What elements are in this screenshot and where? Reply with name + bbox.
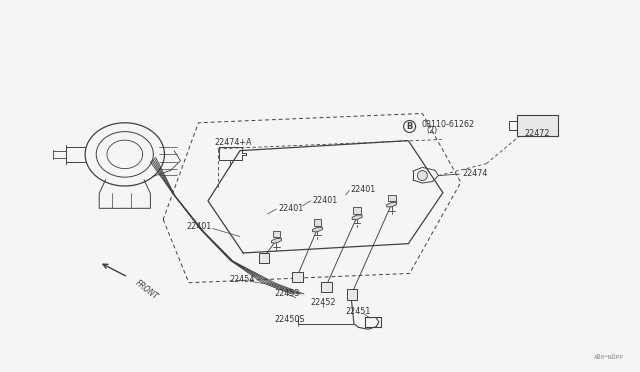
Circle shape	[417, 171, 428, 180]
Text: 22452: 22452	[310, 298, 336, 307]
Text: 22451: 22451	[346, 307, 371, 316]
Text: 22453: 22453	[274, 289, 300, 298]
Text: 08110-61262: 08110-61262	[421, 120, 474, 129]
Text: 22401: 22401	[278, 204, 303, 213]
Bar	[353, 207, 361, 214]
Text: 22472: 22472	[525, 129, 550, 138]
Bar	[388, 195, 396, 201]
Bar	[314, 219, 321, 226]
Text: B: B	[406, 122, 413, 131]
Text: 22474+A: 22474+A	[215, 138, 252, 147]
Text: (2): (2)	[426, 126, 438, 135]
Bar	[321, 282, 332, 292]
Polygon shape	[352, 215, 362, 219]
Polygon shape	[271, 238, 282, 243]
Text: 22454: 22454	[229, 275, 255, 284]
Bar	[273, 231, 280, 237]
Text: AΒ0*NΩPP: AΒ0*NΩPP	[594, 355, 624, 360]
Text: 22401: 22401	[186, 222, 211, 231]
Text: FRONT: FRONT	[133, 278, 159, 301]
Polygon shape	[312, 227, 323, 232]
Bar	[347, 289, 357, 300]
Bar	[517, 115, 559, 136]
Polygon shape	[387, 202, 397, 207]
Text: 22474: 22474	[462, 169, 488, 178]
Text: 22401: 22401	[351, 185, 376, 194]
Text: 22450S: 22450S	[274, 315, 305, 324]
Bar	[259, 253, 269, 263]
Text: 22401: 22401	[312, 196, 337, 205]
Bar	[292, 272, 303, 282]
